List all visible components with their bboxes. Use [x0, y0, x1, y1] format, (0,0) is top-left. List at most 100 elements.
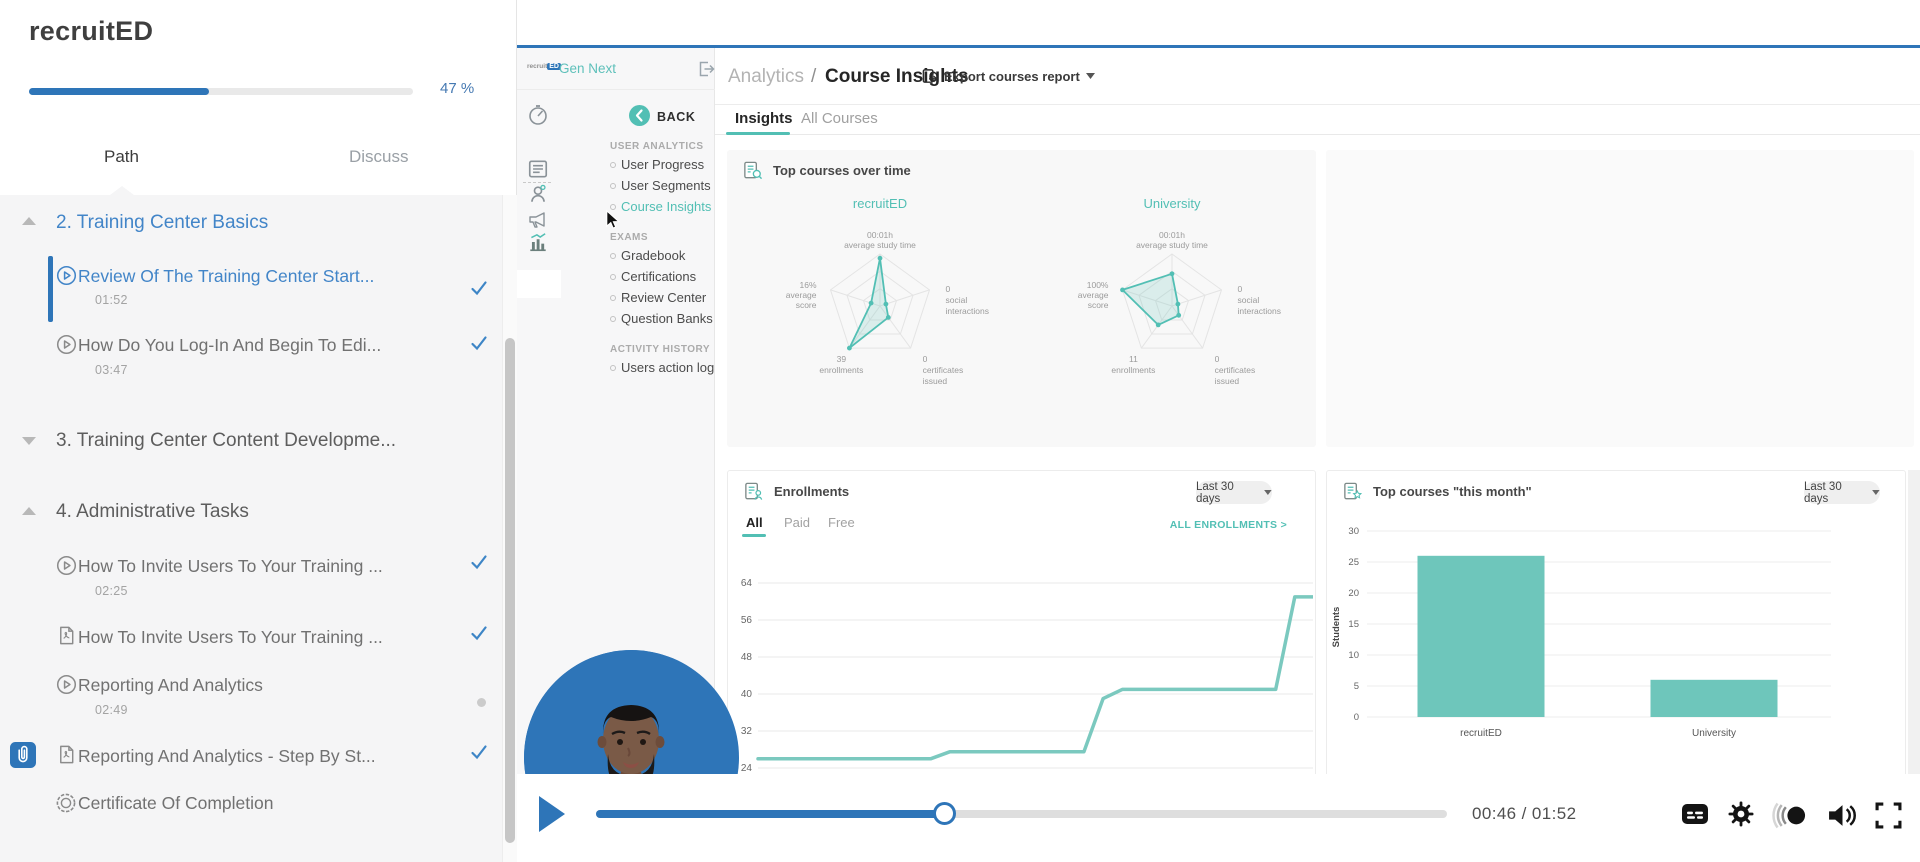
lesson-duration: 02:49 [95, 703, 128, 717]
scrollbar-thumb[interactable] [505, 338, 515, 843]
course-title: recruitED [29, 16, 154, 46]
svg-text:social: social [946, 295, 968, 305]
svg-text:average: average [1078, 290, 1109, 300]
app-header: recruit ED Gen Next [517, 48, 715, 90]
section-header[interactable]: 4. Administrative Tasks [56, 501, 249, 522]
svg-text:score: score [796, 300, 817, 310]
lesson-title[interactable]: Reporting And Analytics [78, 675, 263, 695]
export-courses-report-button[interactable]: Export courses report [921, 63, 1095, 89]
play-button[interactable] [539, 796, 565, 832]
video-frame[interactable]: recruit ED Gen Next BACK USER ANALYTICS U… [517, 45, 1920, 774]
date-range-dropdown[interactable]: Last 30 days [1196, 481, 1272, 505]
lesson-duration: 02:25 [95, 584, 128, 598]
card-top-courses-month: Top courses "this month" Last 30 days 0 5… [1326, 470, 1906, 774]
analytics-chart-icon[interactable] [527, 231, 549, 253]
mouse-cursor-icon [606, 209, 621, 229]
app-content: Top courses over time recruitED 00:01h av… [715, 135, 1920, 774]
svg-text:recruitED: recruitED [1460, 728, 1502, 739]
playback-speed-icon[interactable] [1772, 802, 1808, 829]
presenter-avatar [524, 650, 738, 774]
nav-item-course-insights[interactable]: Course Insights [609, 199, 712, 214]
completed-check-icon [471, 281, 487, 296]
svg-text:issued: issued [923, 376, 948, 386]
lesson-title[interactable]: Reporting And Analytics - Step By St... [78, 746, 376, 766]
captions-icon[interactable] [1681, 802, 1709, 826]
tab-all[interactable]: All [746, 515, 763, 530]
tab-paid[interactable]: Paid [784, 515, 811, 530]
app-tabs-bar: Insights All Courses [715, 105, 1920, 135]
time-display: 00:46 / 01:52 [1472, 804, 1577, 823]
lesson-title[interactable]: How To Invite Users To Your Training ... [78, 627, 383, 647]
nav-item-gradebook[interactable]: Gradebook [609, 248, 686, 263]
svg-text:average study time: average study time [1136, 240, 1208, 250]
tab-all-courses[interactable]: All Courses [801, 110, 878, 127]
nav-item-certifications[interactable]: Certifications [609, 269, 697, 284]
back-button[interactable] [629, 105, 650, 126]
card-enrollments: Enrollments Last 30 days All Paid Free A… [727, 470, 1316, 774]
card-title: Enrollments [774, 484, 850, 499]
certificate-medal-icon [56, 793, 76, 813]
nav-item-review-center[interactable]: Review Center [609, 290, 707, 305]
app-main: Analytics / Course Insights Export cours… [715, 48, 1920, 774]
all-enrollments-link[interactable]: ALL ENROLLMENTS > [1169, 519, 1287, 531]
svg-text:0: 0 [923, 354, 928, 364]
svg-text:39: 39 [837, 354, 847, 364]
settings-gear-icon[interactable] [1727, 800, 1755, 828]
collapse-triangle-icon[interactable] [22, 217, 36, 225]
nav-item-user-progress[interactable]: User Progress [609, 157, 705, 172]
section-header[interactable]: 2. Training Center Basics [56, 212, 269, 233]
attachment-paperclip-icon [10, 742, 36, 768]
fullscreen-icon[interactable] [1875, 802, 1902, 829]
section-header[interactable]: 3. Training Center Content Developme... [56, 430, 397, 451]
svg-text:0: 0 [1238, 284, 1243, 294]
svg-text:0: 0 [1354, 712, 1359, 723]
users-icon[interactable] [527, 183, 549, 205]
svg-text:32: 32 [741, 726, 753, 737]
svg-text:issued: issued [1215, 376, 1240, 386]
seek-bar[interactable] [596, 802, 1447, 825]
tab-insights[interactable]: Insights [735, 110, 793, 127]
play-circle-icon [56, 674, 77, 695]
radar-title-university: University [1143, 196, 1201, 211]
course-panel: recruitED 47 % Path Discuss 2. Training … [0, 0, 517, 862]
svg-text:00:01h: 00:01h [867, 230, 893, 240]
volume-icon[interactable] [1827, 802, 1858, 829]
active-tab-underline [726, 132, 790, 135]
completed-check-icon [471, 626, 487, 641]
collapse-triangle-icon[interactable] [22, 507, 36, 515]
lesson-title[interactable]: How Do You Log-In And Begin To Edi... [78, 335, 382, 355]
collapse-triangle-icon[interactable] [22, 437, 36, 445]
logout-icon[interactable] [697, 60, 715, 78]
rail-active-tile [517, 270, 561, 298]
caret-down-icon [1264, 490, 1272, 495]
nav-item-user-segments[interactable]: User Segments [610, 178, 711, 193]
breadcrumb-section[interactable]: Analytics [728, 66, 805, 87]
tab-path[interactable]: Path [104, 147, 139, 166]
play-circle-icon [56, 555, 77, 576]
svg-text:interactions: interactions [1238, 306, 1281, 316]
date-range-label: Last 30 days [1804, 480, 1842, 505]
nav-item-users-action-log[interactable]: Users action log [609, 360, 715, 375]
course-progress-fill [29, 88, 210, 95]
empty-panel [1326, 150, 1914, 447]
completed-check-icon [471, 745, 487, 760]
nav-item-question-banks[interactable]: Question Banks [610, 311, 713, 326]
forms-list-icon[interactable] [527, 158, 549, 180]
lesson-title[interactable]: Review Of The Training Center Start... [78, 266, 375, 286]
megaphone-icon[interactable] [527, 208, 549, 230]
stopwatch-icon[interactable] [527, 104, 549, 126]
date-range-dropdown[interactable]: Last 30 days [1804, 480, 1880, 505]
scrollbar-track[interactable] [502, 195, 517, 862]
presenter-webcam-bubble[interactable] [524, 650, 739, 774]
app-page-header: Analytics / Course Insights Export cours… [715, 48, 1920, 105]
tab-free[interactable]: Free [828, 515, 855, 530]
tab-discuss[interactable]: Discuss [349, 147, 409, 166]
seek-handle[interactable] [932, 802, 956, 825]
svg-text:0: 0 [946, 284, 951, 294]
svg-text:11: 11 [1129, 354, 1138, 364]
lesson-title[interactable]: Certificate Of Completion [78, 793, 274, 813]
back-label[interactable]: BACK [657, 110, 696, 124]
lesson-title[interactable]: How To Invite Users To Your Training ... [78, 556, 383, 576]
svg-text:Students: Students [1331, 607, 1342, 648]
